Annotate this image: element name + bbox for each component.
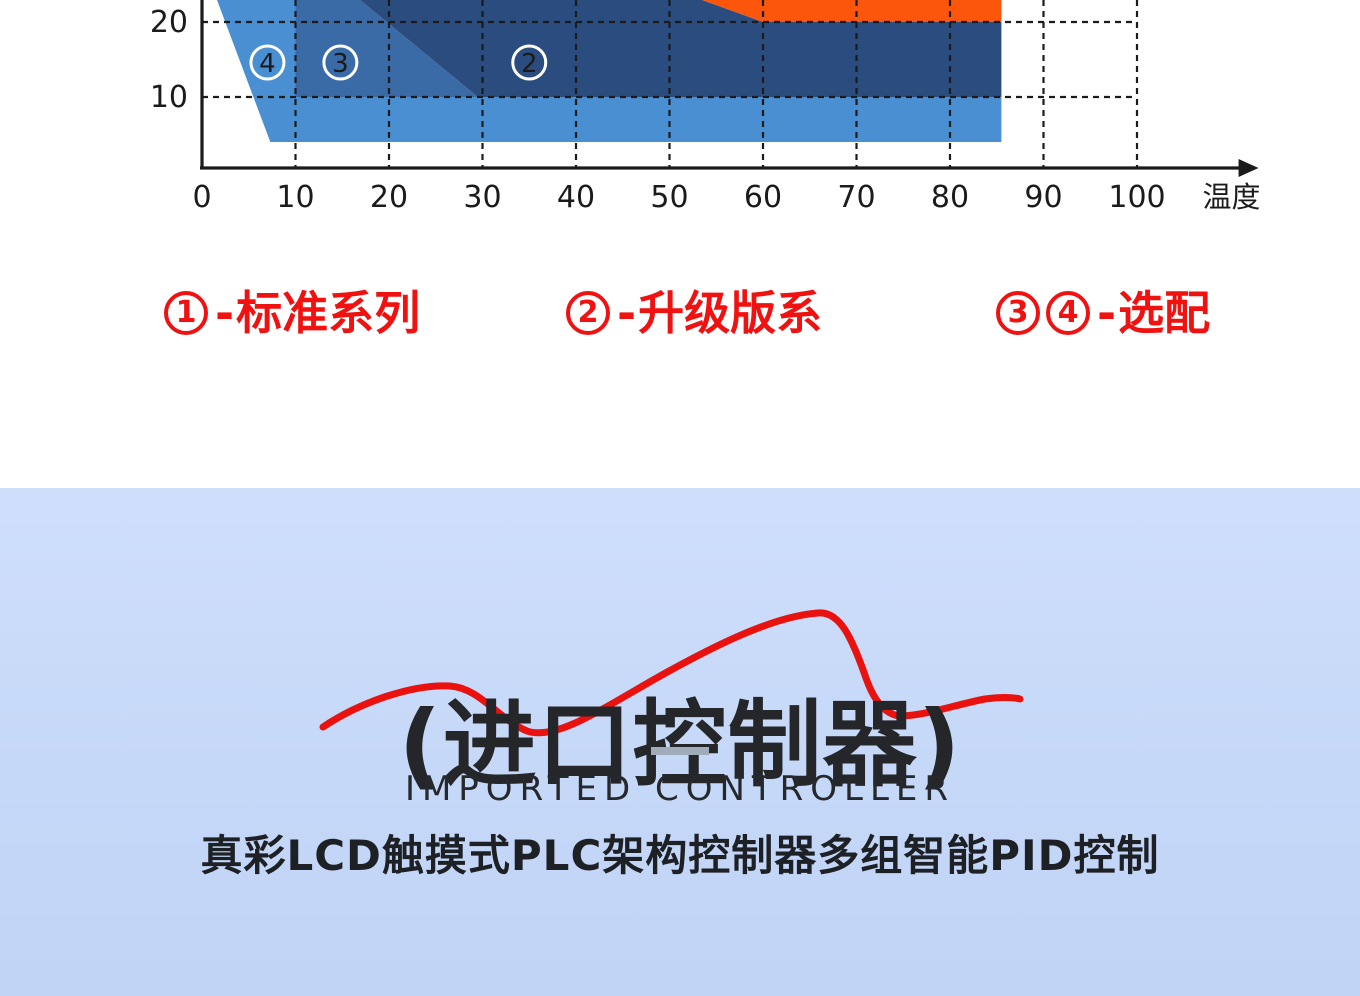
zone-marker-circle bbox=[511, 44, 548, 81]
x-tick-label: 80 bbox=[931, 180, 969, 215]
x-tick-label: 100 bbox=[1108, 180, 1165, 215]
temperature-humidity-chart: 0 10 20 30 40 50 60 70 80 90 100 10 20 温度 4 3 2 bbox=[0, 0, 1360, 240]
zone-marker-circle bbox=[249, 44, 286, 81]
legend-dash: - bbox=[617, 286, 637, 340]
x-tick-label: 30 bbox=[463, 180, 501, 215]
x-tick-label: 0 bbox=[192, 180, 211, 215]
legend-badge-2: 2 bbox=[566, 291, 610, 335]
legend-badge-digit: 2 bbox=[577, 295, 599, 330]
legend-badge-1: 1 bbox=[164, 291, 208, 335]
legend-item-optional: 3 4 - 选配 bbox=[996, 290, 1210, 336]
x-tick-label: 10 bbox=[276, 180, 314, 215]
legend-label-upgrade: 升级版系 bbox=[638, 286, 823, 340]
x-tick-label: 40 bbox=[557, 180, 595, 215]
x-tick-label: 50 bbox=[650, 180, 688, 215]
chart-svg: 0 10 20 30 40 50 60 70 80 90 100 10 20 温度 4 3 2 bbox=[150, 0, 1260, 215]
accent-curve-path bbox=[319, 609, 1024, 737]
legend-item-upgrade: 2 - 升级版系 bbox=[566, 290, 822, 336]
chart-legend: 1 - 标准系列 2 - 升级版系 3 4 - 选配 bbox=[0, 290, 1360, 346]
zone-marker-circle bbox=[322, 44, 359, 81]
legend-item-standard: 1 - 标准系列 bbox=[164, 290, 420, 336]
y-tick-label: 20 bbox=[150, 5, 188, 40]
legend-badge-digit: 1 bbox=[175, 295, 197, 330]
legend-dash: - bbox=[215, 286, 235, 340]
legend-label-standard: 标准系列 bbox=[236, 286, 421, 340]
chart-region-standard-zone-1 bbox=[702, 0, 1002, 22]
x-tick-label: 60 bbox=[744, 180, 782, 215]
legend-dash: - bbox=[1097, 286, 1117, 340]
legend-label-optional: 选配 bbox=[1118, 286, 1211, 340]
x-tick-label: 90 bbox=[1024, 180, 1062, 215]
zone-marker-digit: 2 bbox=[521, 49, 538, 79]
legend-badge-3: 3 bbox=[996, 291, 1040, 335]
accent-curve bbox=[319, 609, 1024, 737]
y-tick-label: 10 bbox=[150, 80, 188, 115]
x-axis-title: 温度 bbox=[1202, 180, 1260, 214]
chart-region-optional-zone-3 bbox=[295, 0, 478, 97]
zone-marker-digit: 4 bbox=[259, 49, 276, 79]
controller-heading: (进口控制器) bbox=[398, 690, 962, 800]
heading-divider bbox=[651, 747, 709, 755]
controller-subheading-en: IMPORTED CONTROLLER bbox=[404, 769, 956, 809]
x-axis-arrow bbox=[1238, 159, 1259, 177]
legend-badge-digit: 4 bbox=[1057, 295, 1079, 330]
x-tick-label: 70 bbox=[837, 180, 875, 215]
legend-badge-4: 4 bbox=[1046, 291, 1090, 335]
controller-section: (进口控制器) IMPORTED CONTROLLER 真彩LCD触摸式PLC架… bbox=[0, 488, 1360, 996]
controller-subheading-cn: 真彩LCD触摸式PLC架构控制器多组智能PID控制 bbox=[200, 831, 1160, 880]
chart-region-optional-zone-4 bbox=[217, 0, 1002, 142]
x-tick-label: 20 bbox=[370, 180, 408, 215]
chart-region-upgrade-zone-2 bbox=[360, 0, 1002, 97]
legend-badge-digit: 3 bbox=[1007, 295, 1029, 330]
zone-marker-digit: 3 bbox=[332, 49, 349, 79]
